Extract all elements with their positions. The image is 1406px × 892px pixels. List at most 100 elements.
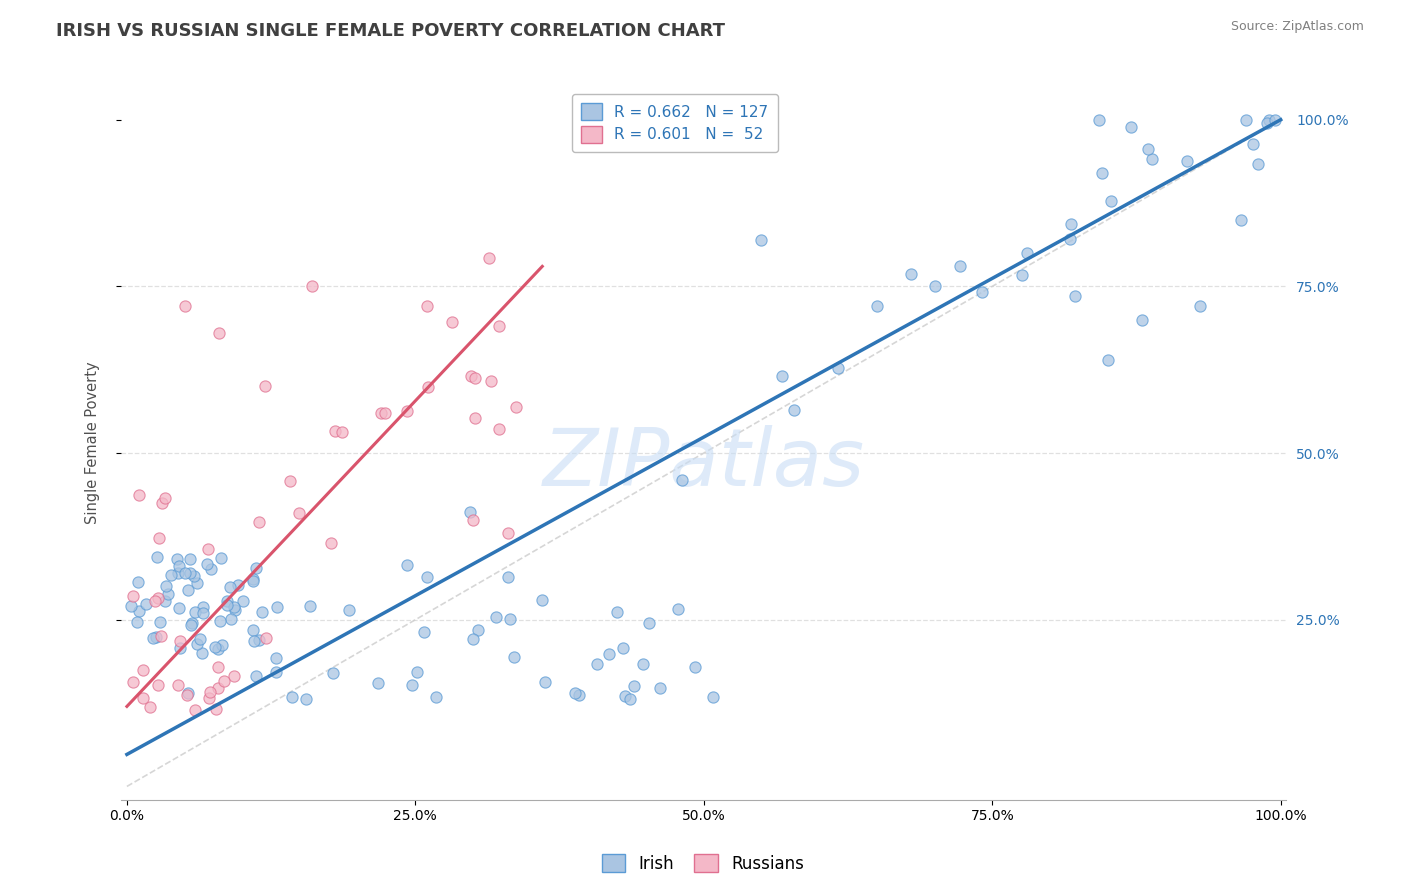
Point [1130, 312, 1153, 326]
Point [418, 380, 440, 394]
Point [440, 315, 463, 329]
Point [323, 424, 346, 438]
Point [142, 632, 165, 646]
Point [1258, 112, 1281, 127]
Point [623, 679, 645, 693]
Point [970, 285, 993, 300]
Point [209, 550, 232, 565]
Point [212, 674, 235, 689]
Point [173, 299, 195, 313]
Point [568, 688, 591, 702]
Point [460, 369, 482, 384]
Point [153, 593, 176, 607]
Point [242, 572, 264, 586]
Point [254, 379, 277, 393]
Point [153, 491, 176, 506]
Point [666, 601, 689, 615]
Point [146, 549, 169, 564]
Point [614, 689, 637, 703]
Point [1264, 112, 1286, 127]
Point [232, 594, 254, 608]
Point [205, 702, 228, 716]
Point [228, 578, 250, 592]
Point [167, 601, 190, 615]
Point [177, 686, 200, 700]
Point [207, 642, 229, 657]
Point [143, 594, 166, 608]
Point [866, 299, 889, 313]
Point [460, 505, 482, 519]
Point [215, 599, 238, 613]
Point [467, 623, 489, 637]
Point [139, 700, 162, 714]
Point [169, 640, 191, 655]
Point [243, 633, 266, 648]
Point [685, 659, 707, 673]
Point [121, 599, 143, 613]
Point [127, 575, 149, 590]
Point [193, 599, 215, 614]
Point [671, 473, 693, 487]
Point [1137, 142, 1160, 156]
Point [505, 400, 527, 414]
Point [1011, 268, 1033, 282]
Point [619, 692, 641, 706]
Point [499, 612, 522, 626]
Point [416, 299, 439, 313]
Point [332, 425, 354, 439]
Point [179, 551, 201, 566]
Point [121, 589, 143, 603]
Point [211, 638, 233, 652]
Point [503, 650, 526, 665]
Point [167, 677, 190, 691]
Point [219, 612, 242, 626]
Point [266, 665, 288, 679]
Point [564, 685, 586, 699]
Point [827, 361, 849, 376]
Point [176, 688, 198, 702]
Point [278, 474, 301, 488]
Point [288, 506, 311, 520]
Point [464, 371, 486, 385]
Point [586, 657, 609, 671]
Point [1188, 299, 1211, 313]
Point [488, 422, 510, 436]
Point [1091, 166, 1114, 180]
Point [173, 566, 195, 581]
Point [245, 561, 267, 575]
Point [370, 406, 392, 420]
Point [200, 562, 222, 576]
Point [751, 233, 773, 247]
Point [218, 580, 240, 594]
Point [177, 582, 200, 597]
Point [367, 676, 389, 690]
Point [598, 647, 620, 661]
Point [183, 568, 205, 582]
Point [1241, 136, 1264, 151]
Point [1063, 289, 1085, 303]
Point [128, 488, 150, 502]
Point [207, 660, 229, 674]
Point [208, 326, 231, 340]
Point [612, 640, 634, 655]
Point [488, 318, 510, 333]
Point [413, 625, 436, 640]
Point [160, 568, 183, 582]
Point [1256, 116, 1278, 130]
Point [207, 681, 229, 696]
Point [373, 406, 395, 420]
Point [1060, 217, 1083, 231]
Point [204, 640, 226, 655]
Point [298, 599, 321, 613]
Point [485, 609, 508, 624]
Point [1097, 352, 1119, 367]
Point [782, 402, 804, 417]
Point [186, 637, 208, 651]
Point [479, 374, 502, 388]
Point [395, 404, 418, 418]
Point [478, 251, 501, 265]
Point [1140, 152, 1163, 166]
Point [198, 685, 221, 699]
Point [217, 594, 239, 608]
Point [166, 552, 188, 566]
